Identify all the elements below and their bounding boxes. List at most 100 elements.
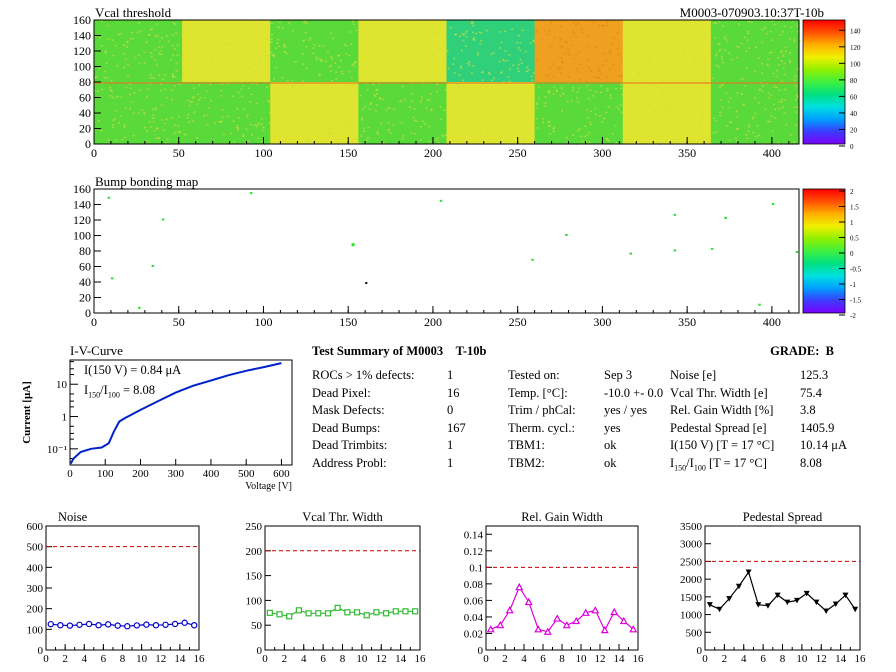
vcal-palette-label: 140 xyxy=(850,27,861,35)
bump-y-tick: 140 xyxy=(73,198,91,212)
series-line xyxy=(269,607,416,617)
data-point xyxy=(66,622,74,629)
small-plot-x-tick: 4 xyxy=(741,653,747,665)
series-line xyxy=(50,622,195,627)
iv-y-tick: 10 xyxy=(56,379,68,391)
summary-col2-value: -10.0 +- 0.0 xyxy=(604,385,664,400)
data-point xyxy=(191,621,198,629)
vcal-x-tick: 350 xyxy=(678,146,696,160)
data-point xyxy=(784,599,791,606)
iv-y-tick: 10⁻¹ xyxy=(47,444,67,456)
data-point xyxy=(619,616,628,625)
small-plot-title: Rel. Gain Width xyxy=(521,510,603,524)
small-plot-x-tick: 0 xyxy=(43,653,49,665)
bump-x-tick: 350 xyxy=(678,315,696,329)
bump-defect xyxy=(629,252,633,255)
vcal-roc-blocks xyxy=(94,20,801,146)
summary-col2-value: yes / yes xyxy=(604,403,648,417)
summary-col1-value: 1 xyxy=(447,438,454,452)
iv-curve-plot: 0 100 200 300 400 500 600 10⁻¹ 1 10 Voltage [V] Cur… xyxy=(21,359,293,492)
data-point xyxy=(344,609,351,616)
roc-block xyxy=(182,20,271,83)
data-point xyxy=(600,625,609,634)
small-plot-y-tick: 0.04 xyxy=(464,612,484,624)
data-point xyxy=(581,608,590,616)
data-point xyxy=(486,625,495,633)
iv-curve xyxy=(69,362,282,465)
data-point xyxy=(852,606,859,613)
summary-col3-label: Noise [e] xyxy=(670,368,717,382)
small-plot-title: Vcal Thr. Width xyxy=(302,510,383,524)
bump-y-tick: 120 xyxy=(73,213,91,227)
data-point xyxy=(524,597,533,606)
data-point xyxy=(755,602,762,608)
data-point xyxy=(266,609,273,616)
bump-defect xyxy=(531,258,534,261)
data-point xyxy=(334,604,341,611)
bump-x-tick: 150 xyxy=(339,315,357,329)
bump-map-title: Bump bonding map xyxy=(95,174,199,189)
bump-defect xyxy=(138,306,141,309)
summary-col3-value: 8.08 xyxy=(800,455,822,470)
bump-defect xyxy=(161,218,165,221)
roc-block xyxy=(94,20,183,83)
small-plot-y-tick: 100 xyxy=(246,595,263,607)
small-plot-x-tick: 6 xyxy=(760,653,766,665)
roc-block xyxy=(534,82,624,145)
bump-palette-label: 0.5 xyxy=(850,235,859,243)
vcal-y-tick: 60 xyxy=(79,91,91,105)
summary-col2-label: Tested on: xyxy=(508,368,560,382)
summary-col2-label: Therm. cycl.: xyxy=(508,420,575,435)
small-plot-y-tick: 250 xyxy=(246,521,263,533)
small-plot-x-tick: 16 xyxy=(633,653,645,665)
bump-y-tick: 20 xyxy=(79,291,91,305)
vcal-y-tick: 140 xyxy=(73,29,91,43)
small-plot-title: Noise xyxy=(58,510,88,524)
roc-block xyxy=(446,82,536,145)
roc-block xyxy=(622,20,712,83)
data-point xyxy=(823,608,830,615)
data-point xyxy=(382,610,390,617)
small-plot-y-tick: 1500 xyxy=(680,592,703,604)
bump-palette-label: 2 xyxy=(850,188,854,196)
data-point xyxy=(543,627,552,635)
small-plot-y-tick: 0 xyxy=(697,645,703,657)
bump-defect xyxy=(151,264,155,267)
data-point xyxy=(562,620,571,629)
small-plot-x-tick: 8 xyxy=(780,653,786,665)
summary-col2-label: Trim / phCal: xyxy=(508,403,576,417)
bump-defect xyxy=(107,196,111,199)
vcal-palette-label: 20 xyxy=(850,126,858,134)
data-point xyxy=(363,612,370,619)
data-point xyxy=(515,582,524,591)
small-plot-x-tick: 4 xyxy=(521,653,527,665)
summary-col3-value: 3.8 xyxy=(800,403,816,417)
vcal-x-tick: 100 xyxy=(254,146,272,160)
summary-col1-value: 16 xyxy=(447,385,460,400)
small-plot-y-tick: 300 xyxy=(27,583,44,595)
small-plot-x-tick: 2 xyxy=(282,653,288,665)
vcal-palette-label: 40 xyxy=(850,110,858,118)
small-plot-x-tick: 14 xyxy=(174,653,186,665)
summary-col3-label: Pedestal Spread [e] xyxy=(670,420,767,435)
data-point xyxy=(76,621,83,628)
small-plot-x-tick: 8 xyxy=(340,653,346,665)
small-plot-x-tick: 0 xyxy=(483,653,489,665)
vcal-x-tick: 250 xyxy=(509,146,527,160)
data-point xyxy=(842,592,849,599)
small-plot-x-tick: 12 xyxy=(376,653,387,665)
data-point xyxy=(610,607,619,616)
bump-defect xyxy=(249,192,253,195)
small-plot-3: Pedestal Spread 0 2 4 6 8 10 12 14 16 0 500 1000 1500… xyxy=(680,510,866,665)
bump-defect xyxy=(795,251,799,253)
small-plot-x-tick: 2 xyxy=(502,653,508,665)
small-plot-y-tick: 0 xyxy=(38,645,44,657)
data-point xyxy=(726,596,733,602)
bump-palette-label: -2 xyxy=(850,312,856,320)
data-point xyxy=(162,621,169,628)
vcal-y-tick: 80 xyxy=(79,75,91,89)
small-plot-0: Noise 0 2 4 6 8 10 12 14 16 0 100 200 300 400 500 600 xyxy=(27,510,206,665)
bump-defect xyxy=(110,277,114,280)
roc-block xyxy=(358,82,447,145)
